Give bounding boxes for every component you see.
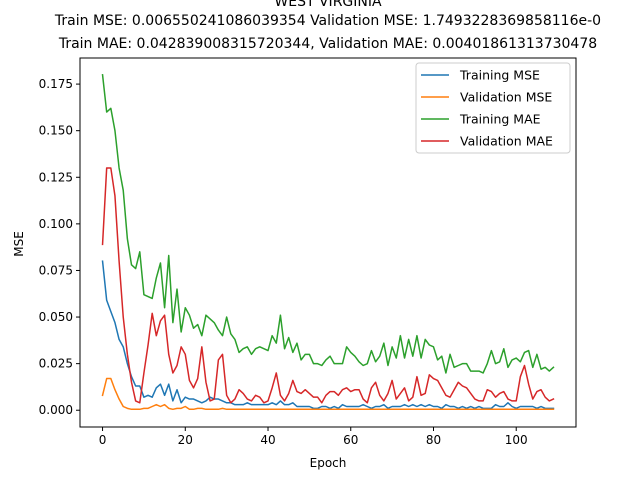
legend-label-validation-mae: Validation MAE — [460, 134, 553, 149]
series-line-training-mae — [101, 73, 555, 374]
axes-frame — [79, 57, 577, 428]
x-tick-label: 80 — [426, 433, 441, 447]
y-tick-label: 0.000 — [39, 403, 73, 417]
y-tick-label: 0.175 — [39, 77, 73, 91]
y-tick-label: 0.150 — [39, 124, 73, 138]
chart-title-line-3: Train MAE: 0.042839008315720344, Validat… — [58, 36, 597, 52]
x-tick-label: 0 — [99, 433, 107, 447]
y-tick-label: 0.050 — [39, 310, 73, 324]
x-tick-label: 60 — [343, 433, 358, 447]
x-axis-ticks: 0 20 40 60 80 100 — [99, 427, 528, 447]
legend-label-training-mse: Training MSE — [459, 68, 540, 83]
x-tick-label: 100 — [505, 433, 528, 447]
series-line-training-mse — [101, 260, 555, 410]
y-axis-ticks: 0.000 0.025 0.050 0.075 0.100 0.125 0.150 0.175 — [39, 77, 80, 417]
y-tick-label: 0.025 — [39, 357, 73, 371]
y-tick-label: 0.100 — [39, 217, 73, 231]
y-tick-label: 0.075 — [39, 263, 73, 277]
y-axis-label: MSE — [12, 231, 26, 257]
legend-label-validation-mse: Validation MSE — [460, 90, 552, 105]
series-line-validation-mse — [101, 377, 555, 411]
x-axis-label: Epoch — [310, 456, 347, 470]
legend: Training MSE Validation MSE Training MAE Va… — [415, 62, 571, 154]
y-tick-label: 0.125 — [39, 170, 73, 184]
series-lines — [101, 73, 555, 411]
chart-title-line-1: WEST VIRGINIA — [274, 0, 382, 10]
chart-title-line-2: Train MSE: 0.006550241086039354 Validati… — [54, 13, 601, 29]
x-tick-label: 40 — [260, 433, 275, 447]
legend-label-training-mae: Training MAE — [459, 112, 541, 127]
series-line-validation-mae — [101, 167, 555, 404]
x-tick-label: 20 — [178, 433, 193, 447]
legend-box — [415, 62, 571, 154]
